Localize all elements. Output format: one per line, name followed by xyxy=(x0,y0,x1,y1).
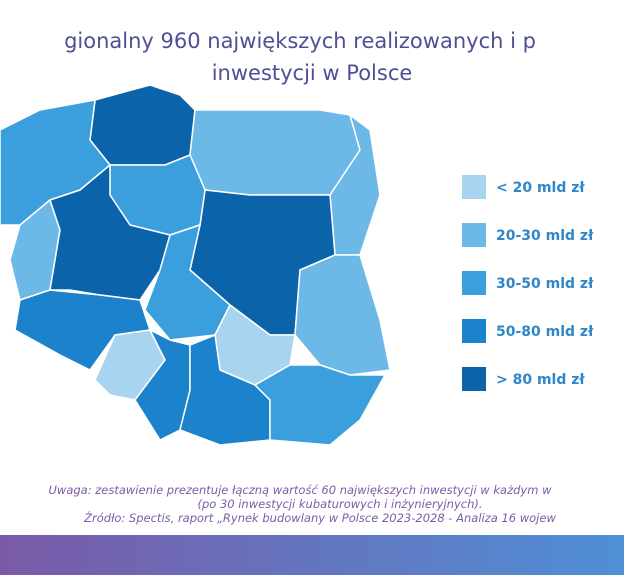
legend-label: 30-50 mld zł xyxy=(496,276,594,292)
note: (po 30 inwestycji kubaturowych i inżynie… xyxy=(197,497,482,511)
legend-label: > 80 mld zł xyxy=(496,372,585,388)
note: Uwaga: zestawienie prezentuje łączną war… xyxy=(49,483,553,497)
legend-swatch xyxy=(462,223,486,247)
legend-swatch xyxy=(462,175,486,199)
legend-label: 50-80 mld zł xyxy=(496,324,594,340)
region xyxy=(294,254,391,376)
legend-label: < 20 mld zł xyxy=(496,180,585,196)
legend-swatch xyxy=(462,271,486,295)
note: Źródło: Spectis, raport „Rynek budowlany… xyxy=(83,510,556,525)
region xyxy=(89,84,196,166)
region xyxy=(189,109,361,196)
title-line: inwestycji w Polsce xyxy=(212,61,413,85)
map xyxy=(0,84,391,446)
legend-swatch xyxy=(462,319,486,343)
title-line: gionalny 960 największych realizowanych … xyxy=(64,29,536,53)
legend-swatch xyxy=(462,367,486,391)
legend-label: 20-30 mld zł xyxy=(496,228,594,244)
legend: < 20 mld zł 20-30 mld zł 30-50 mld zł 50-80… xyxy=(462,175,594,391)
region xyxy=(254,364,386,446)
footer-bar xyxy=(0,535,624,575)
